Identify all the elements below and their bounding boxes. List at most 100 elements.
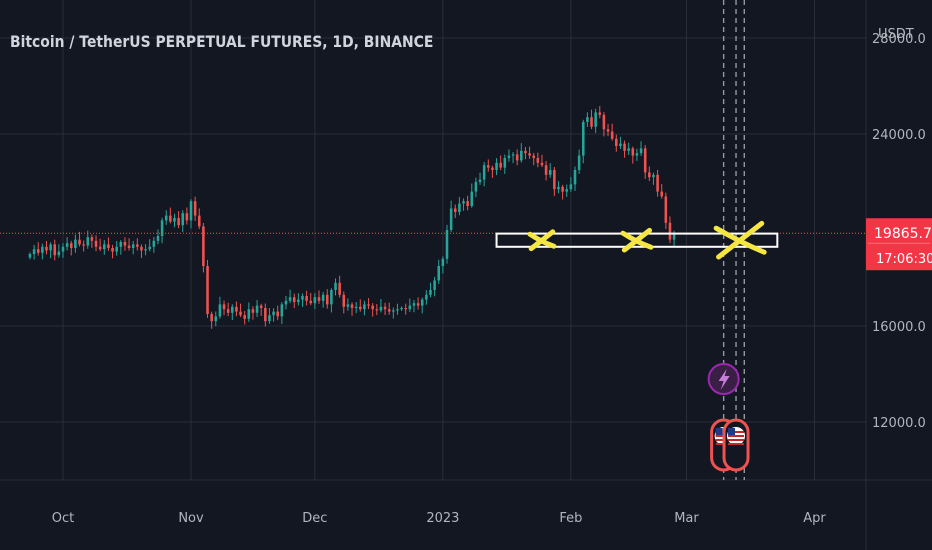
candle: [338, 275, 341, 298]
candle-body: [524, 150, 527, 154]
candle-body: [581, 122, 585, 156]
candle-body: [544, 165, 548, 175]
candle: [453, 204, 457, 218]
candle-body: [334, 282, 337, 290]
candle-body: [631, 148, 635, 156]
candle: [61, 243, 65, 258]
yellow-x-mark: [713, 220, 767, 260]
candle-body: [202, 226, 205, 266]
candle: [169, 207, 172, 224]
candle: [524, 146, 527, 160]
candle-body: [264, 308, 267, 322]
candle: [482, 162, 486, 187]
candle-body: [313, 297, 317, 304]
candle: [53, 239, 57, 261]
candle-body: [247, 309, 251, 319]
candle: [631, 146, 635, 164]
candle-body: [255, 305, 259, 313]
candle: [375, 304, 379, 316]
candle: [280, 302, 284, 325]
price-tick-label: 24000.0: [872, 128, 926, 143]
candle: [140, 244, 143, 258]
candle: [65, 236, 69, 251]
candle-body: [49, 244, 52, 251]
candle-body: [28, 254, 32, 258]
candle: [94, 235, 98, 252]
candle: [371, 303, 374, 317]
candle: [98, 238, 102, 251]
candle-body: [185, 213, 189, 221]
candle: [416, 297, 420, 310]
candle: [305, 290, 308, 306]
candle: [594, 108, 597, 133]
x-stroke: [716, 220, 765, 260]
candle-body: [420, 299, 424, 306]
candle-body: [643, 148, 647, 173]
candle: [664, 192, 668, 229]
candle: [445, 224, 449, 264]
candle-body: [280, 304, 284, 317]
candle-body: [272, 311, 275, 316]
candle: [346, 298, 350, 311]
candle: [668, 216, 672, 244]
candle: [330, 288, 333, 313]
candle: [392, 307, 395, 319]
candle: [292, 293, 296, 309]
candle-body: [515, 154, 519, 161]
candle-body: [561, 186, 564, 192]
candle-body: [367, 304, 370, 306]
candle: [243, 311, 246, 325]
candle-body: [359, 306, 362, 310]
candle-body: [499, 162, 502, 168]
candle: [222, 300, 226, 316]
candle-body: [78, 239, 81, 245]
candle: [45, 240, 48, 255]
candle: [495, 158, 498, 176]
candle-body: [652, 174, 655, 178]
candle-body: [437, 266, 441, 281]
candle-body: [94, 240, 98, 247]
candle-body: [412, 303, 416, 306]
candle: [569, 177, 573, 192]
candle-body: [243, 315, 246, 319]
candle-body: [404, 308, 407, 310]
candle: [359, 299, 362, 312]
candle-body: [301, 296, 304, 300]
candle-body: [387, 309, 391, 312]
candle-body: [61, 246, 65, 252]
candle-body: [602, 114, 606, 130]
candle-body: [487, 165, 490, 168]
candle-body: [520, 150, 523, 161]
candle-body: [668, 222, 672, 240]
support-zone[interactable]: [495, 220, 779, 260]
candle: [334, 278, 337, 296]
x-stroke: [621, 227, 653, 253]
candle-body: [317, 297, 321, 301]
candle: [561, 184, 564, 200]
candle-body: [156, 236, 160, 241]
candle: [264, 303, 267, 327]
economic-events[interactable]: [707, 363, 750, 472]
time-axis[interactable]: Oct Nov Dec 2023 Feb Mar Apr: [52, 511, 827, 526]
candle-body: [107, 244, 110, 248]
flag-canton: [715, 428, 723, 435]
candle: [259, 303, 263, 317]
candle: [367, 298, 370, 310]
candle: [602, 112, 606, 137]
candle-body: [193, 201, 197, 216]
price-tick-label: 28000.0: [872, 32, 926, 47]
lightning-event-icon: [707, 363, 740, 395]
candle: [383, 302, 387, 316]
candle: [458, 197, 461, 216]
candlestick-series: [28, 105, 676, 329]
candle: [197, 208, 201, 230]
candle-body: [197, 215, 201, 227]
candle: [123, 237, 127, 251]
candle: [581, 119, 585, 164]
candle: [119, 240, 123, 255]
candle-body: [495, 162, 498, 170]
time-tick-label: Oct: [52, 511, 74, 526]
candle: [379, 299, 383, 313]
